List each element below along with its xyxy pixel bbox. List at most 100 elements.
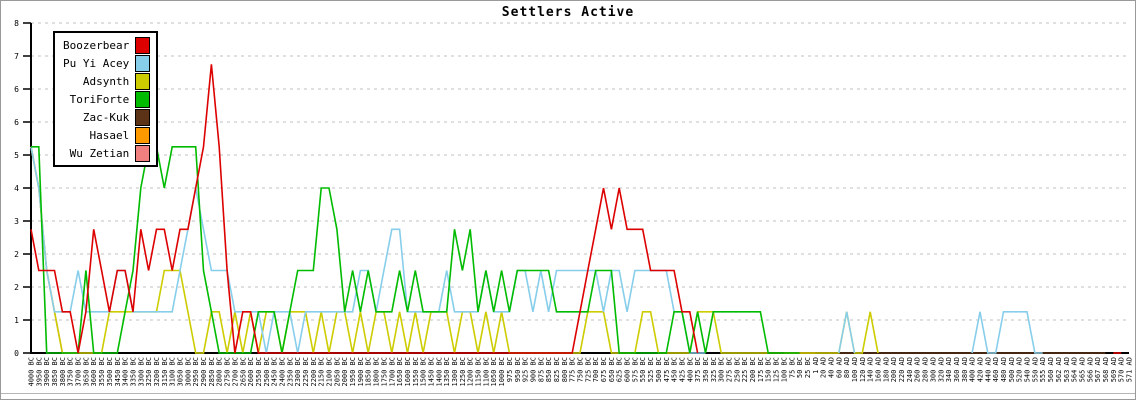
x-tick-label: 3300 BC: [137, 357, 145, 387]
x-tick-label: 3250 BC: [145, 357, 153, 387]
x-tick-label: 1450 BC: [427, 357, 435, 387]
x-tick-label: 3400 BC: [122, 357, 130, 387]
y-tick-label: 2: [14, 283, 19, 292]
x-tick-label: 625 BC: [616, 357, 624, 382]
legend-item: Adsynth: [63, 72, 151, 90]
x-tick-label: 180 AD: [882, 357, 890, 382]
y-tick-label: 6: [14, 118, 19, 127]
y-tick-label: 6: [14, 85, 19, 94]
x-tick-label: 140 AD: [867, 357, 875, 382]
x-tick-label: 700 BC: [592, 357, 600, 382]
x-tick-label: 2100 BC: [326, 357, 334, 387]
x-tick-label: 1650 BC: [396, 357, 404, 387]
x-tick-label: 1 AD: [812, 357, 820, 374]
series-line-pu-yi-acey: [838, 311, 856, 354]
x-tick-label: 2600 BC: [247, 357, 255, 387]
x-tick-label: 3350 BC: [129, 357, 137, 387]
x-tick-label: 2700 BC: [231, 357, 239, 387]
x-tick-label: 220 AD: [898, 357, 906, 382]
series-line-wu-zetian: [30, 146, 79, 354]
x-tick-label: 568 AD: [1102, 357, 1110, 382]
x-tick-label: 1350 BC: [443, 357, 451, 387]
x-tick-label: 2450 BC: [271, 357, 279, 387]
x-tick-label: 567 AD: [1094, 357, 1102, 382]
y-tick-label: 3: [14, 217, 19, 226]
x-tick-label: 300 AD: [929, 357, 937, 382]
x-tick-label: 2950 BC: [192, 357, 200, 387]
x-tick-label: 675 BC: [600, 357, 608, 382]
x-tick-label: 1200 BC: [467, 357, 475, 387]
series-line-pu-yi-acey: [971, 310, 1043, 354]
x-tick-label: 280 AD: [922, 357, 930, 382]
x-tick-label: 560 AD: [1047, 357, 1055, 382]
x-tick-label: 775 BC: [569, 357, 577, 382]
x-tick-label: 750 BC: [577, 357, 585, 382]
x-tick-label: 125 BC: [773, 357, 781, 382]
x-tick-label: 150 BC: [765, 357, 773, 382]
x-tick-label: 4000 BC: [28, 357, 36, 387]
x-tick-label: 240 AD: [906, 357, 914, 382]
x-tick-label: 3900 BC: [43, 357, 51, 387]
x-tick-label: 3600 BC: [90, 357, 98, 387]
x-tick-label: 260 AD: [914, 357, 922, 382]
x-tick-label: 2850 BC: [208, 357, 216, 387]
y-tick-label: 0: [14, 349, 19, 358]
x-tick-label: 565 AD: [1078, 357, 1086, 382]
x-tick-label: 600 BC: [624, 357, 632, 382]
x-tick-label: 650 BC: [608, 357, 616, 382]
x-tick-label: 300 BC: [718, 357, 726, 382]
x-tick-label: 1000 BC: [498, 357, 506, 387]
legend-color-swatch: [135, 36, 151, 54]
x-tick-label: 3500 BC: [106, 357, 114, 387]
legend-item: Hasael: [63, 126, 151, 144]
x-tick-label: 562 AD: [1055, 357, 1063, 382]
x-tick-label: 25 BC: [804, 357, 812, 378]
legend-label: Zac-Kuk: [82, 110, 130, 124]
x-tick-label: 3050 BC: [177, 357, 185, 387]
x-tick-label: 2150 BC: [318, 357, 326, 387]
window-bottom-divider: [1, 393, 1135, 394]
x-tick-label: 120 AD: [859, 357, 867, 382]
series-line-pu-yi-acey: [30, 146, 706, 354]
x-tick-label: 2200 BC: [310, 357, 318, 387]
x-tick-label: 540 AD: [1024, 357, 1032, 382]
x-tick-label: 975 BC: [506, 357, 514, 382]
x-tick-label: 1950 BC: [349, 357, 357, 387]
x-tick-label: 160 AD: [875, 357, 883, 382]
x-tick-label: 725 BC: [584, 357, 592, 382]
x-tick-label: 3750 BC: [67, 357, 75, 387]
x-tick-label: 3650 BC: [82, 357, 90, 387]
x-tick-label: 425 BC: [678, 357, 686, 382]
legend-color-swatch: [135, 54, 151, 72]
x-tick-label: 3550 BC: [98, 357, 106, 387]
y-tick-label: 1: [14, 316, 19, 325]
x-tick-label: 1400 BC: [435, 357, 443, 387]
x-tick-label: 2050 BC: [333, 357, 341, 387]
x-tick-label: 1750 BC: [380, 357, 388, 387]
x-tick-label: 925 BC: [522, 357, 530, 382]
x-tick-label: 1600 BC: [404, 357, 412, 387]
x-tick-label: 500 BC: [655, 357, 663, 382]
x-tick-label: 1100 BC: [482, 357, 490, 387]
x-tick-label: 250 BC: [733, 357, 741, 382]
legend-color-swatch: [135, 90, 151, 108]
legend-label: Adsynth: [82, 74, 130, 88]
series-line-boozerbear: [30, 64, 699, 354]
x-tick-label: 1050 BC: [490, 357, 498, 387]
legend-item: Pu Yi Acey: [63, 54, 151, 72]
legend-item: Zac-Kuk: [63, 108, 151, 126]
x-tick-label: 520 AD: [1016, 357, 1024, 382]
x-tick-label: 440 AD: [984, 357, 992, 382]
x-tick-label: 200 BC: [749, 357, 757, 382]
x-tick-label: 40 AD: [827, 357, 835, 378]
x-tick-label: 20 AD: [820, 357, 828, 378]
chart-title: Settlers Active: [501, 5, 635, 20]
x-tick-label: 460 AD: [992, 357, 1000, 382]
series-line-toriforte: [31, 146, 800, 354]
legend-label: Pu Yi Acey: [63, 56, 130, 70]
x-tick-label: 420 AD: [976, 357, 984, 382]
x-tick-label: 340 AD: [945, 357, 953, 382]
legend-item: Boozerbear: [63, 36, 151, 54]
x-tick-label: 1800 BC: [373, 357, 381, 387]
